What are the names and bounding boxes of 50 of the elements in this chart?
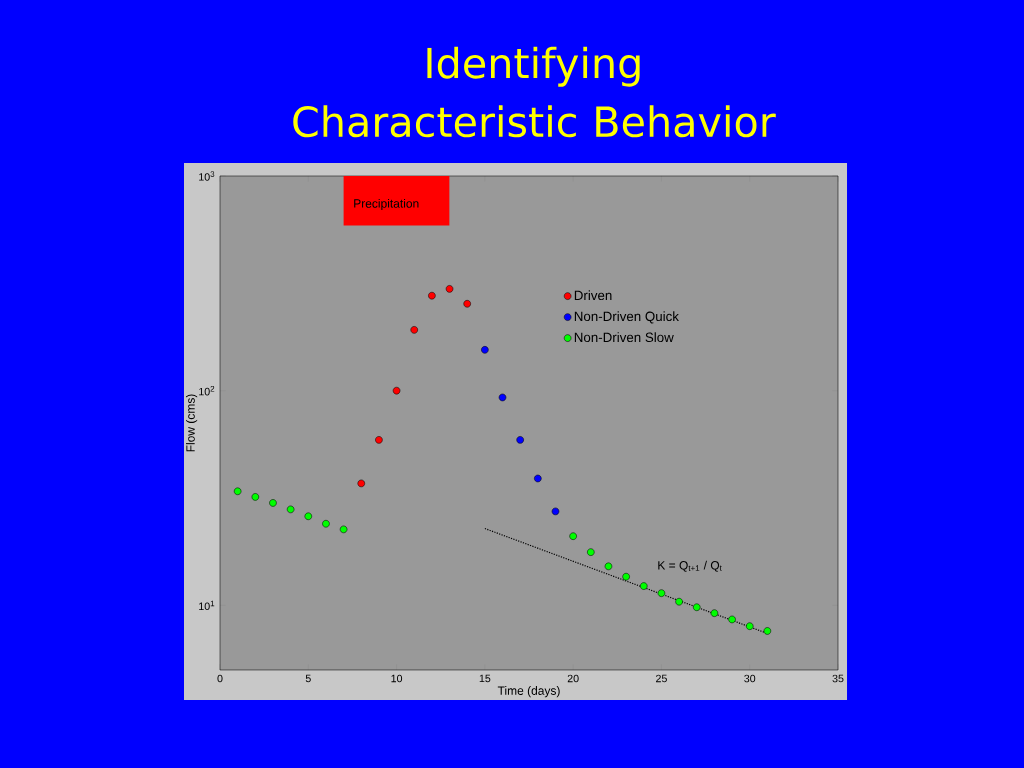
point xyxy=(375,436,383,444)
point xyxy=(534,474,542,483)
y-tick-label: 10$^{3}$ xyxy=(199,171,215,181)
point xyxy=(463,300,471,308)
point xyxy=(339,525,348,534)
point xyxy=(569,532,577,540)
point xyxy=(304,512,313,521)
x-tick-label: 20 xyxy=(567,674,579,683)
x-tick-label: 5 xyxy=(305,674,311,683)
point xyxy=(551,507,560,516)
y-tick-label: 10$^{2}$ xyxy=(199,385,215,396)
x-tick-label: 15 xyxy=(479,674,491,683)
point xyxy=(728,615,736,624)
point xyxy=(233,487,242,496)
x-tick-label: 30 xyxy=(744,674,756,683)
x-tick-label: 25 xyxy=(656,674,667,683)
legend-label: Non-Driven Quick xyxy=(574,311,679,324)
point xyxy=(428,291,436,300)
point xyxy=(710,609,719,617)
y-tick-label: 10$^{1}$ xyxy=(199,600,215,611)
legend-label: Non-Driven Slow xyxy=(574,332,674,343)
point xyxy=(622,572,630,581)
point xyxy=(587,548,595,556)
point xyxy=(745,622,754,630)
point xyxy=(322,520,330,528)
x-axis-title: Time (days) xyxy=(497,686,560,698)
point xyxy=(657,589,666,597)
point xyxy=(251,493,260,501)
point xyxy=(410,326,418,334)
x-tick-label: 35 xyxy=(832,674,844,683)
point xyxy=(516,436,524,444)
point xyxy=(286,505,295,514)
point xyxy=(481,346,489,354)
annotation: K = Q$_{t+1}$ / Q$_{t}$ xyxy=(658,560,722,572)
y-axis-title: Flow (cms) xyxy=(185,394,198,452)
point xyxy=(357,479,365,488)
point xyxy=(763,627,772,635)
point xyxy=(604,562,613,571)
point xyxy=(675,597,683,606)
x-tick-label: 0 xyxy=(217,674,223,683)
legend-label: Driven xyxy=(574,290,612,301)
chart-title: Identifying Characteristic Behavior xyxy=(293,46,776,138)
point xyxy=(392,386,401,395)
point xyxy=(445,285,454,293)
point xyxy=(269,499,277,507)
band-label: Precipitation xyxy=(354,198,419,211)
point xyxy=(640,582,648,590)
point xyxy=(693,603,701,611)
x-tick-label: 10 xyxy=(391,674,403,683)
point xyxy=(498,393,507,402)
